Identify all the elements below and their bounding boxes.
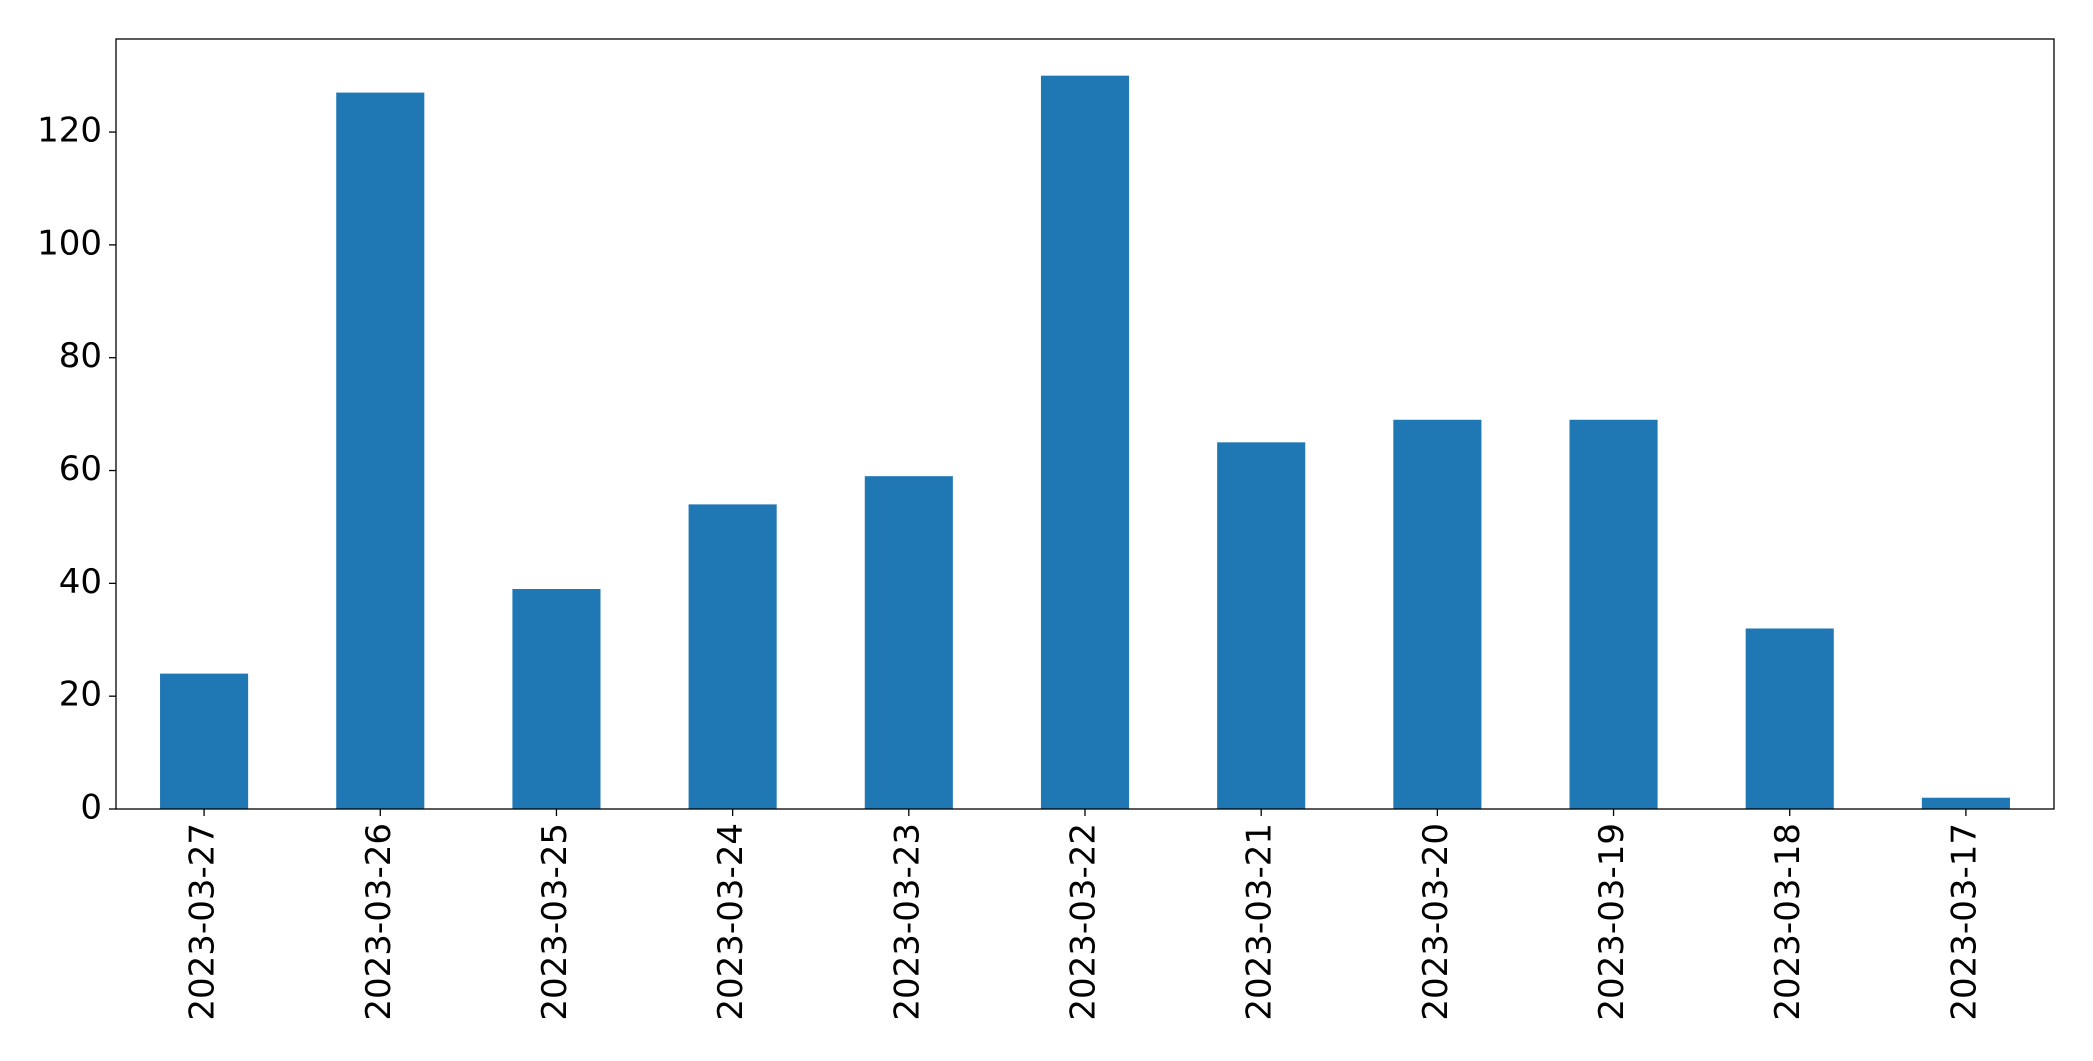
x-tick-label: 2023-03-22 [1064,823,1104,1021]
x-tick-label: 2023-03-27 [183,823,223,1021]
x-tick-label: 2023-03-26 [359,823,399,1021]
y-tick-label: 0 [80,788,102,828]
bar [512,589,601,809]
x-tick-label: 2023-03-23 [887,823,927,1021]
bar [1745,628,1834,809]
bar [1393,419,1482,809]
bar [1040,75,1130,809]
bar [688,504,777,809]
bar [336,92,425,810]
y-tick-label: 40 [59,562,102,602]
x-tick-label: 2023-03-21 [1240,823,1280,1021]
y-tick-label: 60 [59,449,102,489]
x-tick-label: 2023-03-17 [1944,823,1984,1021]
bar [1569,419,1658,809]
bar [1921,797,2010,809]
bar [864,476,953,809]
plot-frame [115,38,2055,810]
y-tick-label: 20 [59,675,102,715]
y-tick-label: 120 [37,111,102,151]
x-tick-label: 2023-03-24 [711,823,751,1021]
x-tick-label: 2023-03-20 [1416,823,1456,1021]
x-tick-label: 2023-03-19 [1592,823,1632,1021]
bar [160,673,249,809]
bar [1217,442,1306,809]
x-tick-label: 2023-03-18 [1768,823,1808,1021]
y-tick-label: 80 [59,336,102,376]
y-tick-label: 100 [37,223,102,263]
x-tick-label: 2023-03-25 [535,823,575,1021]
